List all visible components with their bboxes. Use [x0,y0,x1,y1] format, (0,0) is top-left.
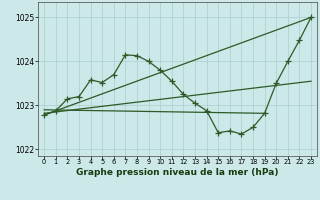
X-axis label: Graphe pression niveau de la mer (hPa): Graphe pression niveau de la mer (hPa) [76,168,279,177]
